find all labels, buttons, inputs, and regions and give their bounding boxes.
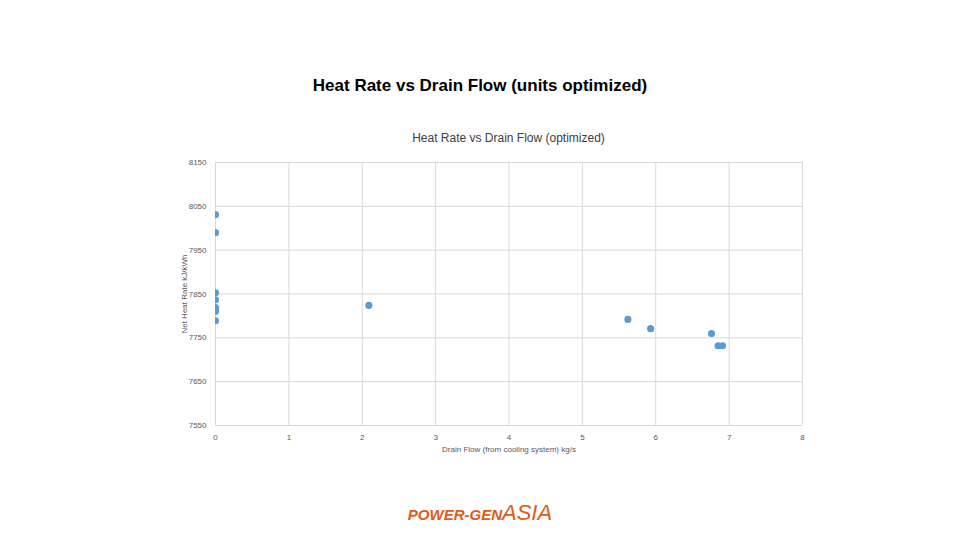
html-text:POWER-GENASIA: POWER-GENASIA xyxy=(407,500,553,525)
svg-text:7950: 7950 xyxy=(189,246,207,255)
svg-text:3: 3 xyxy=(433,433,438,442)
svg-text:7650: 7650 xyxy=(189,377,207,386)
svg-text:5: 5 xyxy=(580,433,585,442)
svg-text:4: 4 xyxy=(507,433,512,442)
svg-text:1: 1 xyxy=(287,433,292,442)
svg-text:8: 8 xyxy=(800,433,805,442)
svg-text:8050: 8050 xyxy=(189,202,207,211)
svg-text:8150: 8150 xyxy=(189,158,207,167)
svg-text:6: 6 xyxy=(654,433,659,442)
svg-text:7: 7 xyxy=(727,433,732,442)
svg-text:0: 0 xyxy=(213,433,218,442)
svg-text:Net Heat Rate kJ/kWh: Net Heat Rate kJ/kWh xyxy=(180,254,189,333)
svg-text:Drain Flow (from cooling syste: Drain Flow (from cooling system) kg/s xyxy=(442,445,576,454)
svg-text:2: 2 xyxy=(360,433,365,442)
html-text:Heat Rate vs Drain Flow (units: Heat Rate vs Drain Flow (units optimized… xyxy=(312,76,648,95)
svg-text:7850: 7850 xyxy=(189,290,207,299)
svg-text:7750: 7750 xyxy=(189,333,207,342)
svg-text:7550: 7550 xyxy=(189,421,207,430)
html-text:Heat Rate vs Drain Flow (optim: Heat Rate vs Drain Flow (optimized) xyxy=(412,131,605,145)
